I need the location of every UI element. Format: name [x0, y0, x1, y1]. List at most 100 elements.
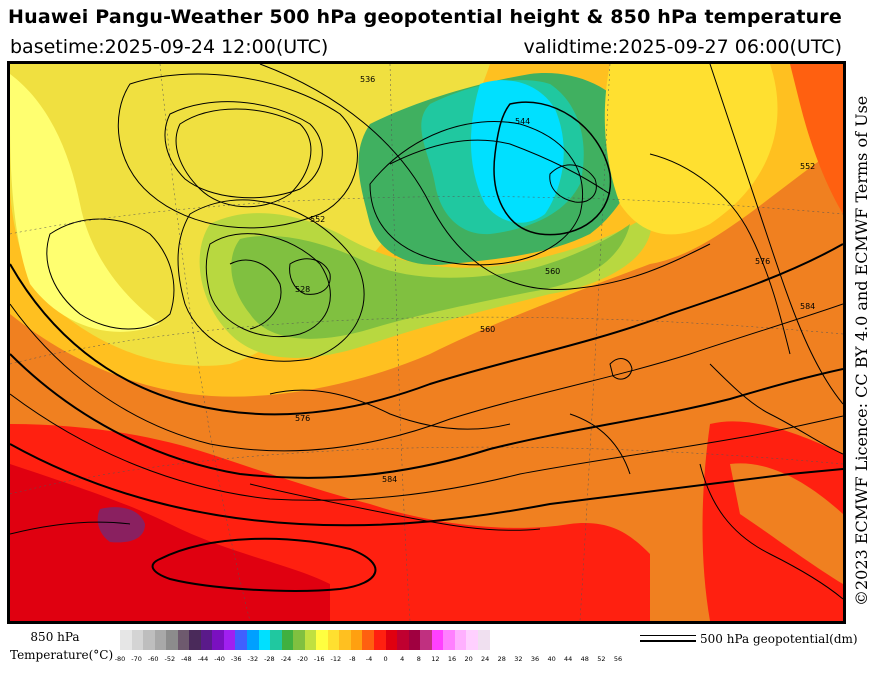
colorbar-swatch [385, 630, 398, 650]
colorbar-tick-label: -28 [264, 655, 275, 663]
colorbar-tick-label: -52 [164, 655, 176, 663]
colorbar-tick-label: 0 [383, 655, 388, 663]
temp-fill-purple-spot [97, 507, 145, 543]
graticule [10, 64, 843, 621]
contour-label: 584 [382, 475, 397, 484]
colorbar-swatch [247, 630, 259, 650]
colorbar-swatch [189, 630, 201, 650]
colorbar-swatch [281, 630, 294, 650]
thick-contour-sample [640, 640, 696, 642]
colorbar-tick-label: 28 [497, 655, 506, 663]
colorbar-tick-label: 48 [580, 655, 589, 663]
colorbar-swatch [270, 630, 282, 650]
temp-fill-green [231, 224, 631, 339]
colorbar-tick-label: 40 [547, 655, 556, 663]
legend-title-line2: Temperature(°C) [10, 648, 114, 662]
colorbar-tick-label: -48 [181, 655, 192, 663]
colorbar-tick-label: 4 [400, 655, 405, 663]
colorbar-tick-label: -12 [330, 655, 342, 663]
geopotential-key-label: 500 hPa geopotential(dm) [700, 632, 858, 646]
colorbar-swatch [350, 630, 363, 650]
colorbar-swatch [166, 630, 178, 650]
colorbar-swatch [327, 630, 340, 650]
colorbar-tick-label: 36 [530, 655, 540, 663]
colorbar-tick-label: -4 [365, 655, 373, 663]
colorbar-swatch [212, 630, 224, 650]
colorbar-tick-label: -20 [297, 655, 308, 663]
colorbar-swatch [454, 630, 467, 650]
colorbar-tick-label: -36 [230, 655, 242, 663]
thin-contour-sample [640, 635, 696, 636]
geopotential-contours [10, 64, 843, 592]
colorbar-swatch [443, 630, 455, 650]
colorbar-swatch [339, 630, 351, 650]
colorbar-swatch [258, 630, 271, 650]
colorbar-tick-label: 24 [481, 655, 490, 663]
colorbar-tick-label: -70 [131, 655, 142, 663]
colorbar-swatch [374, 630, 386, 650]
colorbar-tick-label: 12 [431, 655, 440, 663]
colorbar-tick-label: -24 [280, 655, 292, 663]
validtime-label: validtime:2025-09-27 06:00(UTC) [523, 36, 842, 58]
colorbar-swatch [154, 630, 167, 650]
colorbar-swatch [316, 630, 328, 650]
colorbar-swatch [408, 630, 421, 650]
legend-title: 850 hPa Temperature(°C) [10, 628, 114, 664]
colorbar-tick-label: -16 [313, 655, 325, 663]
colorbar-tick-label: 8 [416, 655, 421, 663]
colorbar-swatch [200, 630, 213, 650]
colorbar-swatch [431, 630, 444, 650]
temp-fill-red-ne [790, 64, 843, 214]
temp-fill-cyan [470, 80, 564, 223]
license-credit: ©2023 ECMWF Licence: CC BY 4.0 and ECMWF… [852, 95, 870, 606]
colorbar-swatch [143, 630, 155, 650]
contour-label: 576 [295, 414, 310, 423]
contour-label: 560 [480, 325, 495, 334]
colorbar-tick-label: -8 [349, 655, 356, 663]
contour-label: 552 [310, 215, 325, 224]
colorbar-swatch [177, 630, 190, 650]
contour-label: 560 [545, 267, 560, 276]
colorbar-swatch [466, 630, 478, 650]
contour-label: 528 [295, 285, 310, 294]
colorbar-swatch [120, 630, 132, 650]
colorbar-swatch [131, 630, 144, 650]
colorbar-tick-label: 16 [447, 655, 457, 663]
contour-label: 576 [755, 257, 770, 266]
temp-fill-yellow-east [604, 64, 778, 235]
map-canvas: 536 552 560 576 584 528 544 552 576 584 … [10, 64, 843, 621]
colorbar-tick-label: 32 [514, 655, 523, 663]
colorbar-swatch [420, 630, 432, 650]
contour-label: 536 [360, 75, 375, 84]
temp-fill-dark-red [10, 464, 330, 621]
colorbar-tick-label: 44 [564, 655, 573, 663]
colorbar-swatch [293, 630, 305, 650]
colorbar-tick-label: -32 [247, 655, 259, 663]
colorbar-swatch [235, 630, 248, 650]
colorbar-swatch [362, 630, 375, 650]
temperature-colorbar [120, 630, 490, 650]
colorbar-tick-label: -80 [114, 655, 126, 663]
colorbar-swatch [397, 630, 409, 650]
chart-title: Huawei Pangu-Weather 500 hPa geopotentia… [8, 6, 842, 28]
weather-map[interactable]: 536 552 560 576 584 528 544 552 576 584 … [7, 61, 846, 624]
colorbar-swatch [223, 630, 236, 650]
basetime-label: basetime:2025-09-24 12:00(UTC) [10, 36, 329, 58]
contour-label: 552 [800, 162, 815, 171]
contour-label: 584 [800, 302, 815, 311]
temp-fill-pale-yellow [10, 74, 160, 332]
colorbar-tick-label: 52 [597, 655, 606, 663]
contour-label: 544 [515, 117, 530, 126]
legend-title-line1: 850 hPa [30, 630, 80, 644]
coastlines [10, 108, 843, 600]
colorbar-tick-label: -44 [197, 655, 209, 663]
temp-fill-orange-island [730, 463, 843, 584]
geopotential-key: 500 hPa geopotential(dm) [640, 632, 858, 652]
colorbar-swatch [477, 630, 490, 650]
colorbar-ticks: -80 -70 -60 -52 -48 -44 -40 -36 -32 -28 -24 -20 -16-… [114, 655, 624, 667]
colorbar-tick-label: -60 [147, 655, 159, 663]
colorbar-swatch [304, 630, 317, 650]
contour-labels: 536 552 560 576 584 528 544 552 576 584 … [295, 75, 815, 484]
colorbar-tick-label: 56 [613, 655, 623, 663]
colorbar-tick-label: 20 [464, 655, 473, 663]
